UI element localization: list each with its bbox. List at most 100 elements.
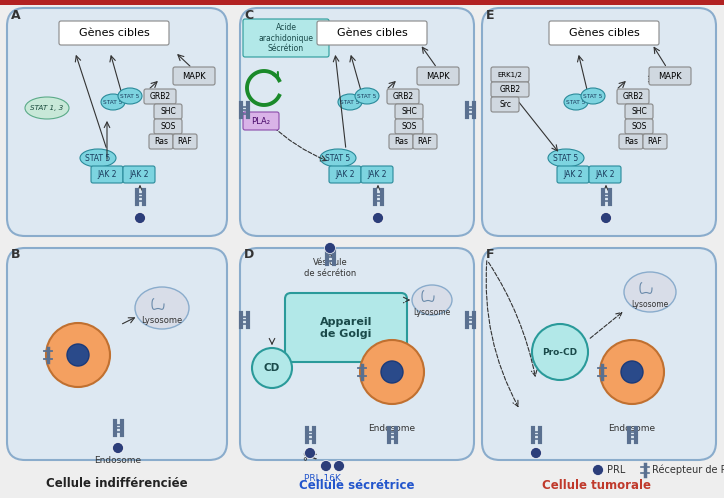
Circle shape <box>135 213 146 224</box>
Text: Lysosome: Lysosome <box>141 316 182 325</box>
Circle shape <box>334 461 345 472</box>
FancyBboxPatch shape <box>154 119 182 134</box>
Text: JAK 2: JAK 2 <box>335 170 355 179</box>
Text: E: E <box>486 9 494 22</box>
FancyBboxPatch shape <box>7 248 227 460</box>
Text: Ras: Ras <box>394 137 408 146</box>
Text: SOS: SOS <box>160 122 176 131</box>
Text: SOS: SOS <box>401 122 417 131</box>
Ellipse shape <box>80 149 116 167</box>
FancyBboxPatch shape <box>491 82 529 97</box>
Ellipse shape <box>355 88 379 104</box>
Circle shape <box>324 243 335 253</box>
FancyBboxPatch shape <box>173 67 215 85</box>
FancyBboxPatch shape <box>59 21 169 45</box>
Ellipse shape <box>412 285 452 315</box>
FancyBboxPatch shape <box>482 8 716 236</box>
FancyBboxPatch shape <box>361 166 393 183</box>
Ellipse shape <box>25 97 69 119</box>
Ellipse shape <box>320 149 356 167</box>
Text: D: D <box>244 248 254 261</box>
Text: STAT 5: STAT 5 <box>553 153 578 162</box>
FancyBboxPatch shape <box>387 89 419 104</box>
FancyBboxPatch shape <box>649 67 691 85</box>
Circle shape <box>46 323 110 387</box>
FancyBboxPatch shape <box>617 89 649 104</box>
Text: B: B <box>11 248 20 261</box>
Circle shape <box>531 448 542 459</box>
Text: F: F <box>486 248 494 261</box>
FancyBboxPatch shape <box>395 104 423 119</box>
FancyBboxPatch shape <box>240 248 474 460</box>
FancyBboxPatch shape <box>149 134 173 149</box>
FancyBboxPatch shape <box>123 166 155 183</box>
FancyBboxPatch shape <box>625 119 653 134</box>
Text: ERK1/2: ERK1/2 <box>497 72 523 78</box>
Text: STAT 5: STAT 5 <box>358 94 376 99</box>
Text: STAT 5: STAT 5 <box>325 153 350 162</box>
Ellipse shape <box>101 94 125 110</box>
Bar <box>0 0 724 5</box>
Ellipse shape <box>338 94 362 110</box>
Circle shape <box>360 340 424 404</box>
FancyBboxPatch shape <box>389 134 413 149</box>
Text: Ras: Ras <box>154 137 168 146</box>
Circle shape <box>112 443 124 454</box>
Text: STAT 5: STAT 5 <box>584 94 602 99</box>
Text: SHC: SHC <box>401 107 417 116</box>
FancyBboxPatch shape <box>243 19 329 57</box>
Text: JAK 2: JAK 2 <box>563 170 583 179</box>
Circle shape <box>381 361 403 383</box>
FancyBboxPatch shape <box>482 248 716 460</box>
Circle shape <box>321 461 332 472</box>
Text: Cellule sécrétrice: Cellule sécrétrice <box>299 479 415 492</box>
Text: RAF: RAF <box>177 137 193 146</box>
Text: JAK 2: JAK 2 <box>130 170 148 179</box>
Text: JAK 2: JAK 2 <box>595 170 615 179</box>
FancyBboxPatch shape <box>243 112 279 130</box>
FancyBboxPatch shape <box>619 134 643 149</box>
FancyBboxPatch shape <box>173 134 197 149</box>
FancyBboxPatch shape <box>625 104 653 119</box>
Text: Gènes cibles: Gènes cibles <box>337 28 408 38</box>
Text: GRB2: GRB2 <box>392 92 413 101</box>
Circle shape <box>305 448 316 459</box>
Text: Récepteur de PRL: Récepteur de PRL <box>652 465 724 475</box>
Text: Acide
arachidonique
Sécrétion: Acide arachidonique Sécrétion <box>258 23 313 53</box>
FancyBboxPatch shape <box>240 8 474 236</box>
Text: GRB2: GRB2 <box>149 92 171 101</box>
Text: PLA₂: PLA₂ <box>251 117 271 125</box>
Ellipse shape <box>581 88 605 104</box>
Text: PRL 16K: PRL 16K <box>303 474 340 483</box>
Ellipse shape <box>118 88 142 104</box>
FancyBboxPatch shape <box>395 119 423 134</box>
Circle shape <box>600 213 612 224</box>
Text: Pro-CD: Pro-CD <box>542 348 578 357</box>
Text: Endosome: Endosome <box>369 423 416 432</box>
FancyBboxPatch shape <box>491 67 529 82</box>
Text: Endosome: Endosome <box>608 423 655 432</box>
FancyBboxPatch shape <box>144 89 176 104</box>
FancyBboxPatch shape <box>91 166 123 183</box>
Text: SHC: SHC <box>631 107 647 116</box>
Text: PRL: PRL <box>607 465 626 475</box>
FancyBboxPatch shape <box>549 21 659 45</box>
Text: STAT 5: STAT 5 <box>104 100 122 105</box>
Text: STAT 5: STAT 5 <box>85 153 111 162</box>
Text: Endosome: Endosome <box>94 456 142 465</box>
Ellipse shape <box>135 287 189 329</box>
FancyBboxPatch shape <box>7 8 227 236</box>
FancyBboxPatch shape <box>317 21 427 45</box>
Text: JAK 2: JAK 2 <box>97 170 117 179</box>
FancyBboxPatch shape <box>557 166 589 183</box>
Text: CD: CD <box>264 363 280 373</box>
Circle shape <box>373 213 384 224</box>
Text: STAT 1, 3: STAT 1, 3 <box>30 105 64 111</box>
FancyBboxPatch shape <box>417 67 459 85</box>
Text: RAF: RAF <box>648 137 662 146</box>
Ellipse shape <box>548 149 584 167</box>
Text: A: A <box>11 9 20 22</box>
Text: ✂: ✂ <box>302 449 317 467</box>
Text: C: C <box>244 9 253 22</box>
Text: STAT 5: STAT 5 <box>566 100 586 105</box>
